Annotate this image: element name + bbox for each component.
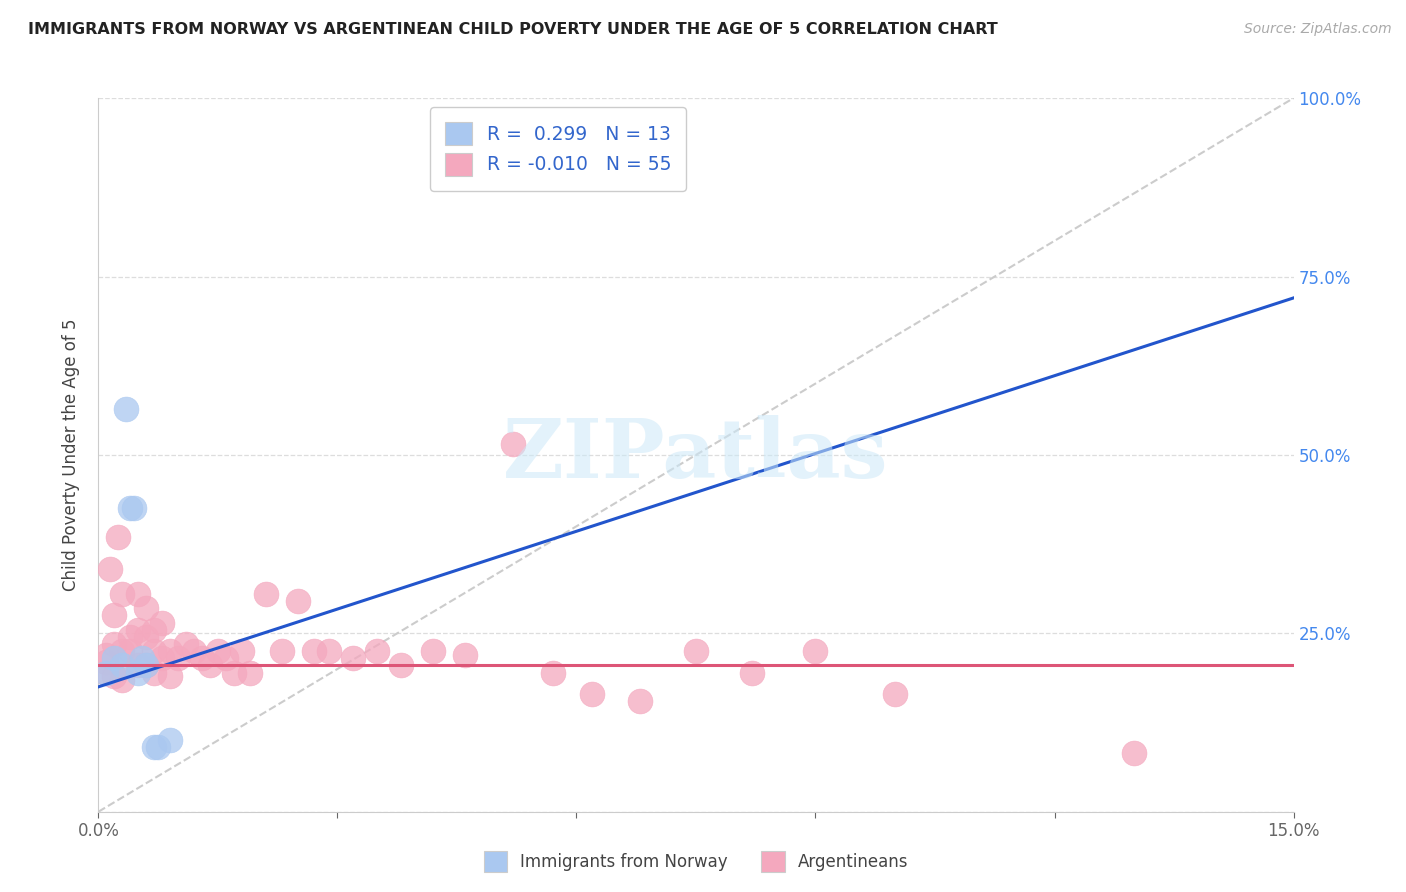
Point bbox=[159, 644, 181, 658]
Point bbox=[366, 644, 388, 658]
Point bbox=[215, 651, 238, 665]
Point bbox=[685, 644, 707, 658]
Text: IMMIGRANTS FROM NORWAY VS ARGENTINEAN CHILD POVERTY UNDER THE AGE OF 5 CORRELATI: IMMIGRANTS FROM NORWAY VS ARGENTINEAN CH… bbox=[28, 22, 998, 37]
Point bbox=[120, 501, 142, 516]
Point bbox=[96, 655, 118, 669]
Point bbox=[103, 637, 125, 651]
Point bbox=[389, 658, 412, 673]
Point bbox=[107, 530, 129, 544]
Point bbox=[191, 651, 214, 665]
Point bbox=[96, 665, 118, 680]
Point bbox=[628, 694, 651, 708]
Point bbox=[148, 740, 170, 755]
Point bbox=[254, 587, 277, 601]
Point bbox=[884, 687, 907, 701]
Point bbox=[239, 665, 262, 680]
Point bbox=[502, 437, 524, 451]
Point bbox=[159, 669, 181, 683]
Point bbox=[541, 665, 564, 680]
Point bbox=[111, 587, 134, 601]
Point bbox=[741, 665, 763, 680]
Point bbox=[143, 740, 166, 755]
Point bbox=[124, 501, 146, 516]
Point bbox=[96, 648, 118, 662]
Point bbox=[422, 644, 444, 658]
Point bbox=[143, 665, 166, 680]
Point bbox=[127, 665, 149, 680]
Point bbox=[131, 651, 153, 665]
Point bbox=[135, 630, 157, 644]
Point bbox=[111, 673, 134, 687]
Point bbox=[159, 733, 181, 747]
Point bbox=[198, 658, 221, 673]
Point bbox=[1123, 746, 1146, 760]
Point bbox=[581, 687, 603, 701]
Point bbox=[100, 562, 122, 576]
Point bbox=[115, 401, 138, 416]
Point bbox=[127, 623, 149, 637]
Legend: Immigrants from Norway, Argentineans: Immigrants from Norway, Argentineans bbox=[477, 845, 915, 879]
Point bbox=[302, 644, 325, 658]
Point bbox=[318, 644, 340, 658]
Point bbox=[135, 658, 157, 673]
Point bbox=[222, 665, 245, 680]
Point bbox=[183, 644, 205, 658]
Point bbox=[342, 651, 364, 665]
Point bbox=[150, 615, 173, 630]
Point bbox=[143, 623, 166, 637]
Point bbox=[565, 112, 588, 127]
Point bbox=[103, 651, 125, 665]
Point bbox=[143, 644, 166, 658]
Point bbox=[111, 644, 134, 658]
Y-axis label: Child Poverty Under the Age of 5: Child Poverty Under the Age of 5 bbox=[62, 318, 80, 591]
Text: Source: ZipAtlas.com: Source: ZipAtlas.com bbox=[1244, 22, 1392, 37]
Point bbox=[135, 658, 157, 673]
Point bbox=[96, 665, 118, 680]
Point bbox=[120, 644, 142, 658]
Point bbox=[174, 637, 197, 651]
Point bbox=[135, 601, 157, 615]
Point bbox=[103, 608, 125, 623]
Point bbox=[103, 669, 125, 683]
Point bbox=[167, 651, 190, 665]
Point bbox=[150, 651, 173, 665]
Point bbox=[231, 644, 253, 658]
Point bbox=[287, 594, 309, 608]
Point bbox=[270, 644, 292, 658]
Point bbox=[207, 644, 229, 658]
Point bbox=[127, 658, 149, 673]
Point bbox=[111, 658, 134, 673]
Point bbox=[454, 648, 477, 662]
Point bbox=[127, 587, 149, 601]
Text: ZIPatlas: ZIPatlas bbox=[503, 415, 889, 495]
Point bbox=[120, 630, 142, 644]
Point bbox=[804, 644, 827, 658]
